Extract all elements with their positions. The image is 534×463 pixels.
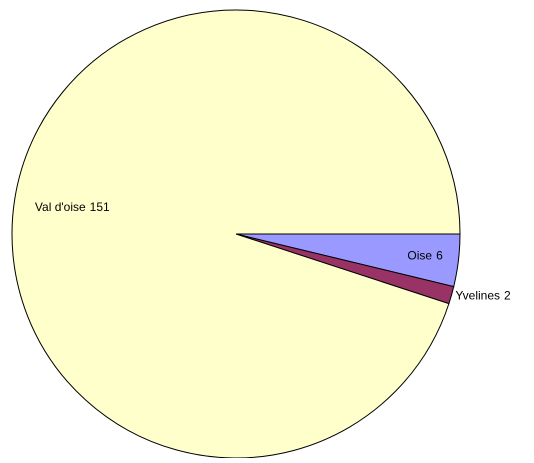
slice-value: 151 [90,200,110,214]
data-label: Oise 6 [407,249,443,263]
slice-name: Oise [407,249,432,263]
data-label: Val d'oise 151 [35,200,110,214]
slice-value: 6 [436,249,443,263]
slice-name: Val d'oise [35,200,86,214]
pie-slice [11,9,461,459]
slice-value: 2 [504,288,511,302]
data-label: Yvelines 2 [455,288,511,302]
slice-name: Yvelines [455,288,500,302]
